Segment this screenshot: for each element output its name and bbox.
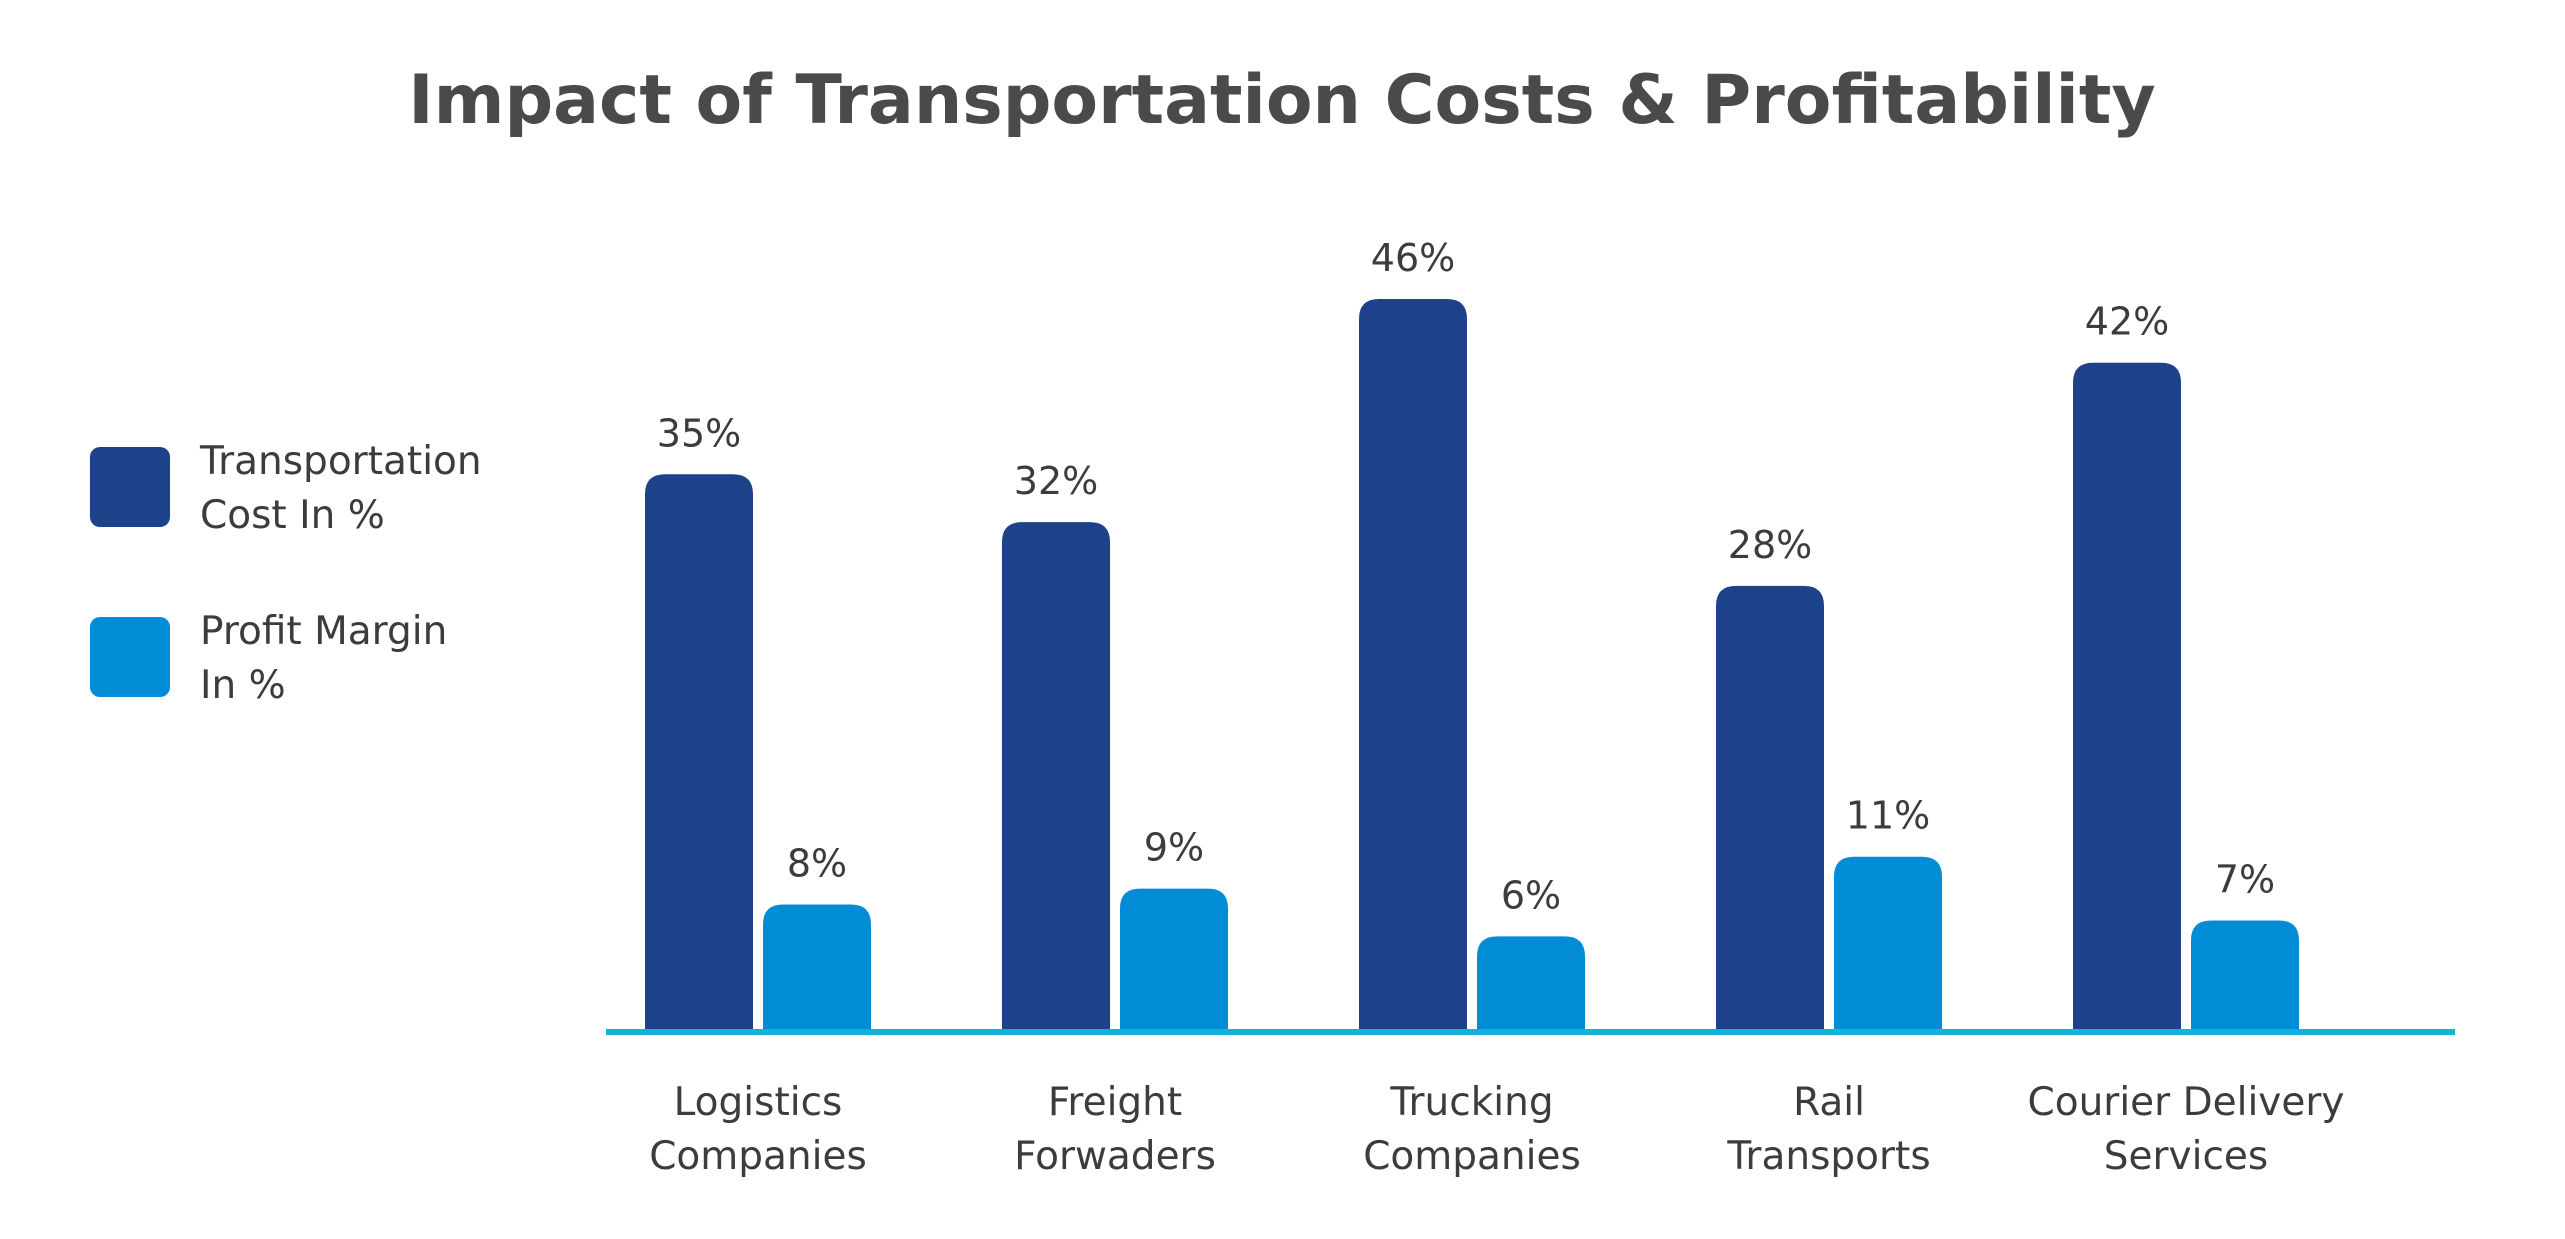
bar-transportation-cost-in-3 bbox=[1716, 585, 1824, 1032]
bar-profit-margin-in-4 bbox=[2191, 920, 2299, 1032]
category-label-4-line-1: Services bbox=[2104, 1134, 2268, 1179]
value-label-transportation-cost-in-3: 28% bbox=[1728, 523, 1812, 567]
legend-label-transportation-cost-in-line-0: Transportation bbox=[199, 439, 482, 484]
category-label-1-line-0: Freight bbox=[1048, 1080, 1182, 1125]
value-label-transportation-cost-in-2: 46% bbox=[1371, 236, 1455, 280]
value-label-profit-margin-in-2: 6% bbox=[1501, 873, 1561, 917]
bar-profit-margin-in-2 bbox=[1477, 936, 1585, 1032]
legend-label-profit-margin-in-line-0: Profit Margin bbox=[200, 609, 447, 654]
bar-transportation-cost-in-4 bbox=[2073, 362, 2181, 1032]
category-label-0-line-0: Logistics bbox=[674, 1080, 843, 1125]
value-label-profit-margin-in-1: 9% bbox=[1144, 826, 1204, 870]
bar-transportation-cost-in-0 bbox=[645, 474, 753, 1033]
bar-profit-margin-in-3 bbox=[1834, 856, 1942, 1032]
legend-swatch-profit-margin-in bbox=[90, 617, 170, 697]
category-label-4-line-0: Courier Delivery bbox=[2028, 1080, 2345, 1125]
category-labels: Logistics Companies Freight Forwaders Trucki… bbox=[649, 1080, 2344, 1179]
category-label-3-line-1: Transports bbox=[1726, 1134, 1930, 1179]
bar-transportation-cost-in-1 bbox=[1002, 522, 1110, 1032]
value-label-profit-margin-in-0: 8% bbox=[787, 842, 847, 886]
bars-group bbox=[645, 299, 2299, 1033]
bar-transportation-cost-in-2 bbox=[1359, 299, 1467, 1032]
category-label-1-line-1: Forwaders bbox=[1014, 1134, 1216, 1179]
chart-legend: Transportation Cost In % Profit Margin In % bbox=[90, 439, 482, 708]
value-labels: 35% 32% 46% 28% 42% 8% 9% 6% 11% 7% bbox=[657, 236, 2275, 917]
value-label-transportation-cost-in-4: 42% bbox=[2085, 300, 2169, 344]
category-label-0-line-1: Companies bbox=[649, 1134, 867, 1179]
value-label-profit-margin-in-4: 7% bbox=[2215, 857, 2275, 901]
legend-label-transportation-cost-in-line-1: Cost In % bbox=[200, 493, 385, 538]
legend-swatch-transportation-cost-in bbox=[90, 447, 170, 527]
value-label-transportation-cost-in-1: 32% bbox=[1014, 459, 1098, 503]
category-label-2-line-1: Companies bbox=[1363, 1134, 1581, 1179]
value-label-transportation-cost-in-0: 35% bbox=[657, 411, 741, 455]
category-label-2-line-0: Trucking bbox=[1389, 1080, 1553, 1125]
category-label-3-line-0: Rail bbox=[1793, 1080, 1865, 1125]
bar-profit-margin-in-1 bbox=[1120, 888, 1228, 1032]
bar-profit-margin-in-0 bbox=[763, 904, 871, 1032]
chart-title: Impact of Transportation Costs & Profita… bbox=[408, 61, 2155, 140]
value-label-profit-margin-in-3: 11% bbox=[1846, 794, 1930, 838]
legend-label-profit-margin-in-line-1: In % bbox=[200, 663, 286, 708]
